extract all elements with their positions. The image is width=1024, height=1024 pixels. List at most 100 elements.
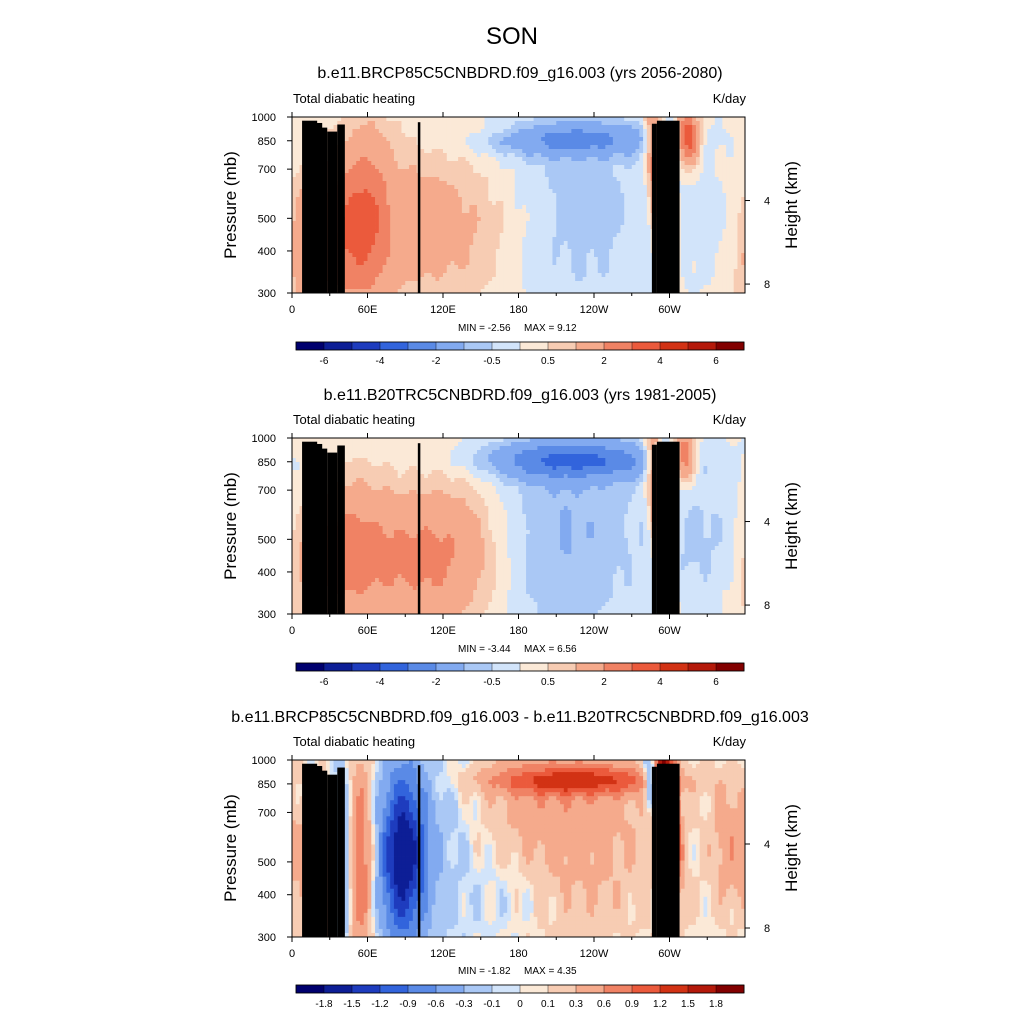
heatmap-cell <box>412 241 417 246</box>
heatmap-cell <box>390 221 395 226</box>
heatmap-cell <box>586 201 591 206</box>
heatmap-cell <box>556 281 561 286</box>
heatmap-cell <box>450 125 455 130</box>
heatmap-cell <box>571 225 576 230</box>
heatmap-cell <box>435 137 440 142</box>
heatmap-cell <box>688 241 693 246</box>
heatmap-cell <box>563 157 568 162</box>
heatmap-cell <box>597 245 602 250</box>
heatmap-cell <box>412 229 417 234</box>
heatmap-cell <box>707 133 712 138</box>
heatmap-cell <box>390 153 395 158</box>
heatmap-cell <box>295 125 300 130</box>
heatmap-cell <box>352 213 357 218</box>
heatmap-cell <box>522 129 527 134</box>
heatmap-cell <box>488 193 493 198</box>
heatmap-cell <box>692 261 697 266</box>
heatmap-cell <box>461 237 467 242</box>
heatmap-cell <box>514 221 519 226</box>
heatmap-cell <box>359 145 365 150</box>
heatmap-cell <box>699 221 704 226</box>
heatmap-cell <box>450 245 455 250</box>
heatmap-cell <box>556 213 561 218</box>
heatmap-cell <box>333 117 338 122</box>
heatmap-cell <box>695 205 701 210</box>
heatmap-cell <box>469 205 474 210</box>
heatmap-cell <box>371 209 376 214</box>
heatmap-cell <box>427 277 433 282</box>
heatmap-cell <box>439 193 444 198</box>
heatmap-cell <box>458 269 463 274</box>
heatmap-cell <box>733 121 738 126</box>
heatmap-cell <box>484 137 489 142</box>
heatmap-cell <box>733 181 738 186</box>
heatmap-cell <box>548 185 553 190</box>
heatmap-cell <box>575 249 580 254</box>
heatmap-cell <box>397 273 402 278</box>
heatmap-cell <box>522 149 527 154</box>
heatmap-cell <box>578 145 584 150</box>
heatmap-cell <box>544 161 550 166</box>
heatmap-cell <box>435 165 440 170</box>
heatmap-cell <box>352 189 357 194</box>
heatmap-cell <box>563 177 568 182</box>
heatmap-cell <box>424 261 429 266</box>
heatmap-cell <box>612 129 618 134</box>
heatmap-cell <box>514 273 519 278</box>
heatmap-cell <box>699 173 704 178</box>
heatmap-cell <box>624 173 629 178</box>
heatmap-cell <box>571 261 576 266</box>
heatmap-cell <box>514 181 519 186</box>
heatmap-cell <box>454 261 459 266</box>
heatmap-cell <box>541 233 546 238</box>
heatmap-cell <box>344 229 350 234</box>
heatmap-cell <box>624 245 629 250</box>
heatmap-cell <box>729 133 735 138</box>
heatmap-cell <box>488 273 493 278</box>
heatmap-cell <box>488 241 493 246</box>
heatmap-cell <box>420 225 425 230</box>
heatmap-cell <box>594 261 599 266</box>
heatmap-cell <box>616 221 621 226</box>
heatmap-cell <box>503 229 508 234</box>
heatmap-cell <box>529 157 534 162</box>
heatmap-cell <box>695 213 701 218</box>
heatmap-cell <box>703 229 708 234</box>
heatmap-cell <box>567 177 572 182</box>
heatmap-cell <box>446 273 451 278</box>
heatmap-cell <box>473 221 478 226</box>
heatmap-cell <box>571 165 576 170</box>
heatmap-cell <box>582 141 587 146</box>
heatmap-cell <box>541 205 546 210</box>
heatmap-cell <box>382 189 387 194</box>
heatmap-cell <box>733 137 738 142</box>
heatmap-cell <box>476 141 482 146</box>
heatmap-cell <box>737 161 742 166</box>
heatmap-cell <box>352 201 357 206</box>
heatmap-cell <box>680 121 685 126</box>
heatmap-cell <box>567 121 572 126</box>
heatmap-cell <box>412 237 417 242</box>
heatmap-cell <box>612 133 618 138</box>
heatmap-cell <box>567 193 572 198</box>
heatmap-cell <box>363 245 368 250</box>
heatmap-cell <box>510 225 516 230</box>
heatmap-cell <box>688 205 693 210</box>
heatmap-cell <box>495 137 501 142</box>
heatmap-cell <box>620 121 625 126</box>
heatmap-cell <box>390 281 395 286</box>
heatmap-cell <box>375 233 380 238</box>
heatmap-cell <box>601 117 606 122</box>
heatmap-cell <box>469 229 474 234</box>
heatmap-cell <box>465 181 470 186</box>
heatmap-cell <box>510 149 516 154</box>
heatmap-cell <box>356 261 361 266</box>
heatmap-cell <box>616 121 621 126</box>
heatmap-cell <box>424 177 429 182</box>
heatmap-cell <box>397 153 402 158</box>
heatmap-cell <box>575 121 580 126</box>
heatmap-cell <box>378 253 383 258</box>
heatmap-cell <box>405 121 410 126</box>
heatmap-cell <box>348 225 353 230</box>
heatmap-cell <box>688 125 693 130</box>
